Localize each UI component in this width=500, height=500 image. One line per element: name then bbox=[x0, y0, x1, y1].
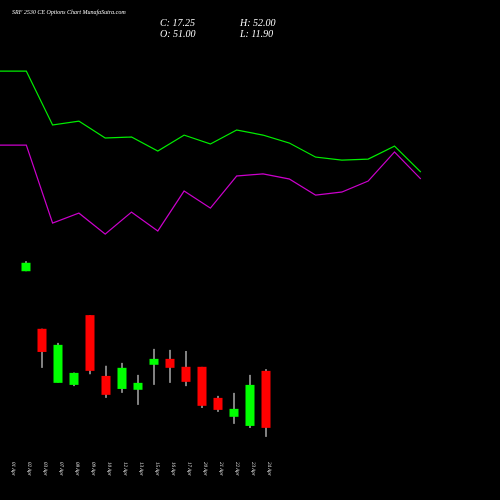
x-tick-label: 21 Apr bbox=[218, 462, 223, 476]
candle-body bbox=[245, 384, 255, 426]
info-open: O: 51.00 bbox=[160, 29, 196, 40]
indicator-line bbox=[0, 144, 422, 235]
x-tick-label: 23 Apr bbox=[250, 462, 255, 476]
chart-title: SRF 2530 CE Options Chart MunafaSutra.co… bbox=[12, 9, 126, 16]
x-tick-label: 03 Apr bbox=[42, 462, 47, 476]
candle-body bbox=[85, 315, 95, 371]
x-tick-label: 01 Apr bbox=[10, 462, 15, 476]
x-tick-label: 08 Apr bbox=[74, 462, 79, 476]
candle-body bbox=[181, 366, 191, 382]
indicator-line bbox=[0, 70, 422, 173]
info-low: L: 11.90 bbox=[239, 29, 273, 40]
candle-body bbox=[101, 375, 111, 395]
x-tick-label: 13 Apr bbox=[138, 462, 143, 476]
info-close: C: 17.25 bbox=[160, 18, 195, 29]
candle-body bbox=[37, 328, 47, 352]
candle-body bbox=[229, 408, 239, 417]
x-tick-label: 02 Apr bbox=[26, 462, 31, 476]
candle-body bbox=[133, 382, 143, 390]
x-tick-label: 22 Apr bbox=[234, 462, 239, 476]
x-tick-label: 17 Apr bbox=[186, 462, 191, 476]
x-tick-label: 10 Apr bbox=[106, 462, 111, 476]
candle-body bbox=[197, 366, 207, 406]
candle-body bbox=[165, 358, 175, 368]
candle-body bbox=[117, 367, 127, 389]
candle-body bbox=[21, 262, 31, 272]
candle-body bbox=[213, 397, 223, 410]
x-tick-label: 12 Apr bbox=[122, 462, 127, 476]
candle-body bbox=[69, 372, 79, 385]
x-tick-label: 24 Apr bbox=[266, 462, 271, 476]
candle-body bbox=[53, 344, 63, 383]
info-high: H: 52.00 bbox=[239, 18, 276, 29]
x-tick-label: 09 Apr bbox=[90, 462, 95, 476]
x-tick-label: 07 Apr bbox=[58, 462, 63, 476]
candle-body bbox=[261, 370, 271, 428]
x-tick-label: 20 Apr bbox=[202, 462, 207, 476]
x-tick-label: 15 Apr bbox=[154, 462, 159, 476]
x-tick-label: 16 Apr bbox=[170, 462, 175, 476]
candle-body bbox=[149, 358, 159, 365]
